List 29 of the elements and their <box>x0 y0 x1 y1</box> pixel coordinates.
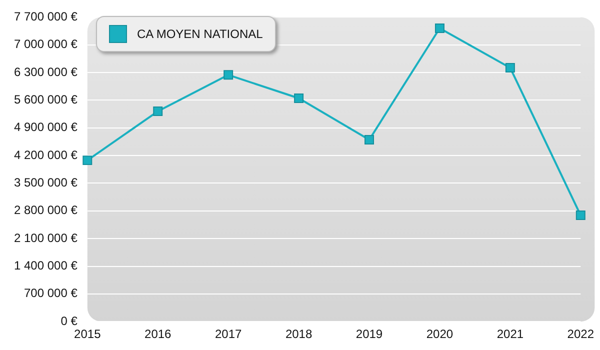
point <box>153 106 163 116</box>
y-tick-label: 5 600 000 € <box>14 92 78 107</box>
point <box>434 24 444 34</box>
point <box>82 156 92 166</box>
y-tick-label: 1 400 000 € <box>14 258 78 273</box>
y-tick-label: 4 200 000 € <box>14 148 78 162</box>
x-tick-label: 2017 <box>214 327 242 342</box>
y-tick-label: 4 900 000 € <box>14 120 78 134</box>
point <box>576 210 586 220</box>
y-tick-label: 2 800 000 € <box>14 203 78 218</box>
y-tick-label: 7 000 000 € <box>14 37 78 52</box>
x-tick-label: 2022 <box>567 327 594 342</box>
y-tick-label: 3 500 000 € <box>14 176 78 190</box>
point <box>224 70 234 80</box>
y-tick-label: 2 100 000 € <box>14 230 78 245</box>
y-tick-label: 700 000 € <box>24 286 78 300</box>
point <box>364 135 374 144</box>
point <box>294 94 304 103</box>
x-tick-label: 2016 <box>144 327 172 342</box>
point <box>505 63 515 73</box>
y-tick-label: 0 € <box>60 314 78 328</box>
x-tick-label: 2018 <box>285 327 312 342</box>
x-tick-label: 2015 <box>74 327 102 342</box>
x-tick-label: 2021 <box>496 327 524 342</box>
y-tick-label: 7 700 000 € <box>14 10 78 24</box>
x-tick-label: 2019 <box>356 327 383 342</box>
y-tick-label: 6 300 000 € <box>14 64 78 79</box>
x-tick-label: 2020 <box>426 327 454 342</box>
legend-label: CA MOYEN NATIONAL <box>137 27 263 41</box>
